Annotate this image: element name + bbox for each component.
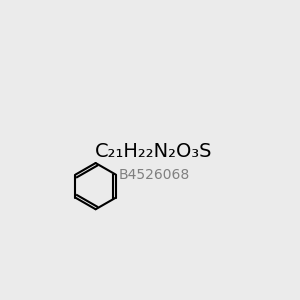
Text: C₂₁H₂₂N₂O₃S: C₂₁H₂₂N₂O₃S — [95, 142, 212, 161]
Text: B4526068: B4526068 — [118, 168, 189, 182]
